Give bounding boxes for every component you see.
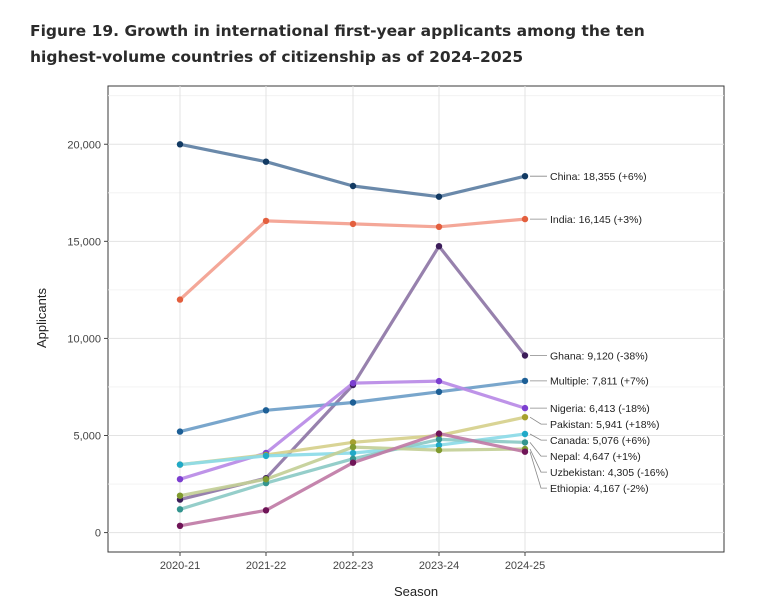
data-point-nigeria [435,377,443,385]
leader-line [529,451,547,489]
series-lines [176,141,529,529]
data-point-canada [349,449,357,457]
data-point-ethiopia [262,507,270,514]
series-end-labels: China: 18,355 (+6%) India: 16,145 (+3%) Gh… [529,171,668,495]
leader-line [529,442,547,457]
data-point-china [435,193,443,200]
plot-panel [107,85,725,553]
end-label-canada: Canada: 5,076 (+6%) [550,435,650,447]
data-point-ethiopia [435,430,443,437]
data-point-ghana [521,352,529,359]
end-label-nigeria: Nigeria: 6,413 (-18%) [550,403,650,415]
data-point-nepal [435,436,443,443]
y-tick-label: 5,000 [73,431,101,443]
data-point-multiple [176,428,184,435]
data-point-uzbekistan [349,443,357,451]
data-point-china [349,182,357,190]
y-tick-label: 0 [95,528,101,540]
y-axis-ticks: 0 5,000 10,000 15,000 20,000 [67,139,108,540]
data-point-canada [435,442,443,449]
data-point-ghana [435,243,443,250]
data-point-india [176,296,184,303]
x-tick-label: 2023-24 [419,560,459,572]
leader-line [529,416,547,425]
end-label-india: India: 16,145 (+3%) [550,214,642,226]
end-label-china: China: 18,355 (+6%) [550,171,647,183]
x-tick-label: 2021-22 [246,560,286,572]
data-point-canada [262,452,270,460]
end-label-nepal: Nepal: 4,647 (+1%) [550,451,641,463]
data-point-multiple [521,377,529,385]
data-point-uzbekistan [176,492,184,499]
y-axis-title: Applicants [34,288,49,348]
end-label-ghana: Ghana: 9,120 (-38%) [550,350,648,362]
data-point-china [176,141,184,148]
data-point-ethiopia [349,459,357,466]
leader-line [529,448,547,473]
data-point-india [521,215,529,223]
data-point-nepal [521,439,529,446]
data-point-nigeria [521,404,529,412]
data-point-nepal [176,506,184,513]
x-axis-title: Season [394,584,438,599]
data-point-ethiopia [176,522,184,529]
data-point-ethiopia [521,448,529,455]
y-tick-label: 10,000 [67,333,101,345]
data-point-pakistan [349,439,357,446]
data-point-canada [176,461,184,468]
x-axis-ticks: 2020-21 2021-22 2022-23 2023-24 2024-25 [160,552,545,572]
leader-line [529,433,547,441]
data-point-multiple [349,399,357,406]
data-point-pakistan [521,414,529,421]
data-point-multiple [262,407,270,414]
figure-title: Figure 19. Growth in international first… [30,22,645,66]
data-point-uzbekistan [262,476,270,483]
data-point-india [435,223,443,230]
data-point-canada [521,430,529,438]
data-point-india [262,217,270,225]
x-tick-label: 2022-23 [333,560,373,572]
data-point-china [521,173,529,180]
y-tick-label: 15,000 [67,236,101,248]
end-label-multiple: Multiple: 7,811 (+7%) [550,376,649,388]
data-point-india [349,220,357,228]
y-tick-label: 20,000 [67,139,101,151]
data-point-multiple [435,388,443,395]
end-label-ethiopia: Ethiopia: 4,167 (-2%) [550,483,649,495]
end-label-pakistan: Pakistan: 5,941 (+18%) [550,419,659,431]
x-tick-label: 2020-21 [160,560,200,572]
data-point-china [262,158,270,165]
x-tick-label: 2024-25 [505,560,545,572]
data-point-nigeria [349,379,357,387]
data-point-uzbekistan [435,446,443,454]
data-point-nigeria [176,476,184,483]
end-label-uzbekistan: Uzbekistan: 4,305 (-16%) [550,467,668,479]
